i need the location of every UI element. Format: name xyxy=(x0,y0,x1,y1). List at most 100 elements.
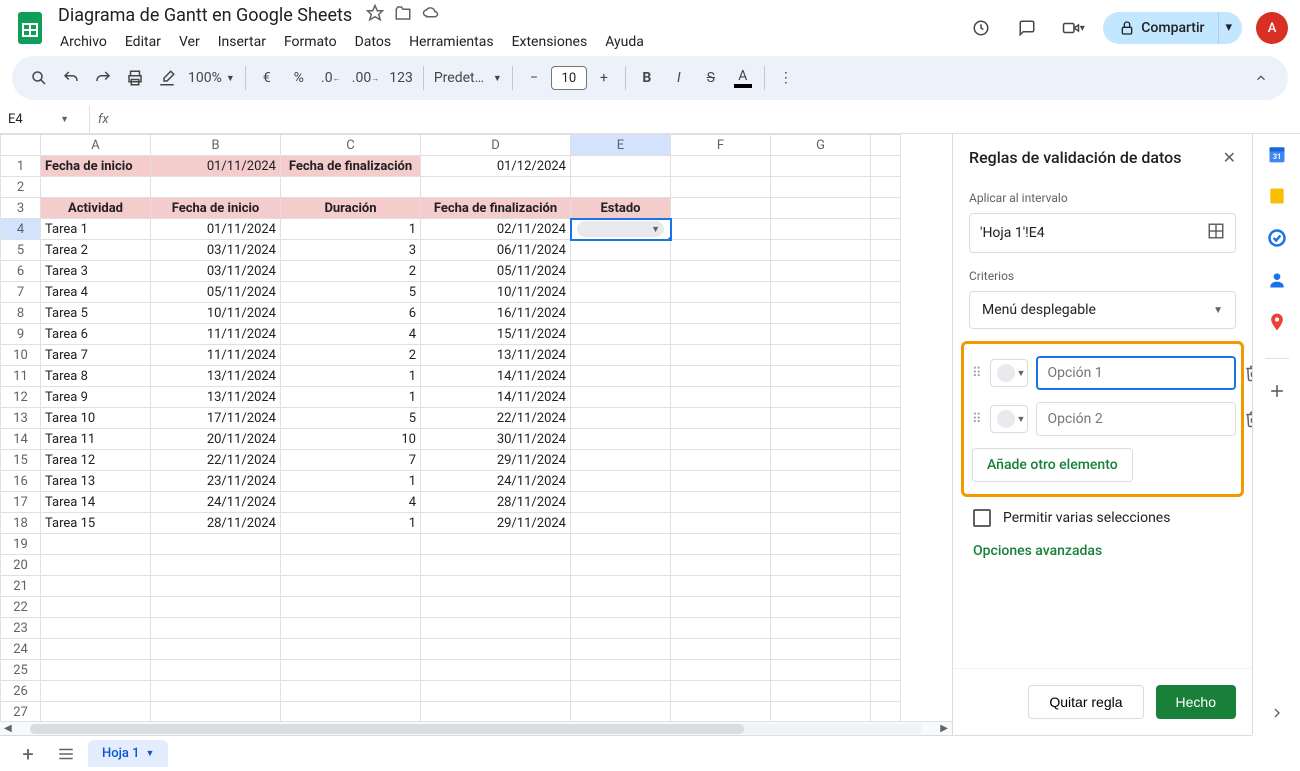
menu-editar[interactable]: Editar xyxy=(117,30,169,54)
increase-decimal-icon[interactable]: .00→ xyxy=(348,63,383,93)
currency-icon[interactable]: € xyxy=(252,63,282,93)
row-head-11[interactable]: 11 xyxy=(1,366,41,387)
font-size-increase[interactable]: + xyxy=(589,63,619,93)
row-head-5[interactable]: 5 xyxy=(1,240,41,261)
row-head-12[interactable]: 12 xyxy=(1,387,41,408)
drag-handle-icon[interactable]: ⠿ xyxy=(972,366,982,381)
option-input-2[interactable] xyxy=(1036,402,1236,436)
col-head-F[interactable]: F xyxy=(671,135,771,156)
row-head-9[interactable]: 9 xyxy=(1,324,41,345)
panel-title: Reglas de validación de datos xyxy=(969,148,1181,167)
font-size-decrease[interactable]: − xyxy=(519,63,549,93)
row-head-15[interactable]: 15 xyxy=(1,450,41,471)
italic-icon[interactable]: I xyxy=(664,63,694,93)
all-sheets-icon[interactable] xyxy=(50,738,82,770)
row-head-1[interactable]: 1 xyxy=(1,156,41,177)
tasks-rail-icon[interactable] xyxy=(1267,228,1287,252)
sheets-logo[interactable] xyxy=(12,10,48,46)
multi-select-label: Permitir varias selecciones xyxy=(1003,510,1170,526)
number-format-icon[interactable]: 123 xyxy=(385,63,417,93)
account-avatar[interactable]: A xyxy=(1256,12,1288,44)
menu-insertar[interactable]: Insertar xyxy=(210,30,274,54)
row-head-4[interactable]: 4 xyxy=(1,219,41,240)
contacts-rail-icon[interactable] xyxy=(1267,270,1287,294)
row-head-8[interactable]: 8 xyxy=(1,303,41,324)
star-icon[interactable] xyxy=(366,4,384,26)
grid-select-icon[interactable] xyxy=(1207,222,1225,244)
dropdown-chip[interactable]: ▼ xyxy=(577,221,664,237)
range-input[interactable]: 'Hoja 1'!E4 xyxy=(969,213,1236,253)
more-toolbar-icon[interactable]: ⋮ xyxy=(771,63,801,93)
col-head-C[interactable]: C xyxy=(281,135,421,156)
menu-herramientas[interactable]: Herramientas xyxy=(401,30,502,54)
share-dropdown[interactable]: ▾ xyxy=(1218,12,1242,44)
text-color-icon[interactable]: A xyxy=(728,63,758,93)
calendar-rail-icon[interactable]: 31 xyxy=(1267,144,1287,168)
criteria-select[interactable]: Menú desplegable ▼ xyxy=(969,291,1236,329)
redo-icon[interactable] xyxy=(88,63,118,93)
row-head-7[interactable]: 7 xyxy=(1,282,41,303)
option-color-button[interactable]: ▼ xyxy=(990,405,1029,433)
menu-formato[interactable]: Formato xyxy=(276,30,345,54)
row-head-6[interactable]: 6 xyxy=(1,261,41,282)
row-head-10[interactable]: 10 xyxy=(1,345,41,366)
add-option-button[interactable]: Añade otro elemento xyxy=(972,448,1133,482)
option-color-button[interactable]: ▼ xyxy=(990,359,1029,387)
row-head-14[interactable]: 14 xyxy=(1,429,41,450)
col-head-G[interactable]: G xyxy=(771,135,871,156)
meet-icon[interactable]: ▾ xyxy=(1057,12,1089,44)
drag-handle-icon[interactable]: ⠿ xyxy=(972,412,982,427)
menu-extensiones[interactable]: Extensiones xyxy=(504,30,596,54)
font-size-input[interactable]: 10 xyxy=(551,66,587,90)
zoom-select[interactable]: 100% ▼ xyxy=(184,63,239,93)
percent-icon[interactable]: % xyxy=(284,63,314,93)
menu-datos[interactable]: Datos xyxy=(347,30,399,54)
decrease-decimal-icon[interactable]: .0← xyxy=(316,63,346,93)
keep-rail-icon[interactable] xyxy=(1267,186,1287,210)
move-icon[interactable] xyxy=(394,4,412,26)
history-icon[interactable] xyxy=(965,12,997,44)
paint-format-icon[interactable] xyxy=(152,63,182,93)
rail-chevron-icon[interactable] xyxy=(1269,705,1285,725)
font-select[interactable]: Predet…▼ xyxy=(430,63,506,93)
sheet-tab[interactable]: Hoja 1 ▼ xyxy=(88,740,168,767)
close-panel-icon[interactable]: ✕ xyxy=(1223,148,1236,167)
collapse-toolbar-icon[interactable] xyxy=(1246,63,1276,93)
add-sheet-icon[interactable]: + xyxy=(12,738,44,770)
menu-ayuda[interactable]: Ayuda xyxy=(597,30,652,54)
remove-rule-button[interactable]: Quitar regla xyxy=(1028,685,1143,719)
horizontal-scrollbar[interactable]: ◀ ▶ xyxy=(0,721,952,735)
col-head-D[interactable]: D xyxy=(421,135,571,156)
multi-select-checkbox[interactable] xyxy=(973,509,991,527)
row-head-17[interactable]: 17 xyxy=(1,492,41,513)
delete-option-icon[interactable] xyxy=(1244,410,1252,428)
maps-rail-icon[interactable] xyxy=(1267,312,1287,336)
add-rail-icon[interactable] xyxy=(1267,381,1287,405)
search-icon[interactable] xyxy=(24,63,54,93)
print-icon[interactable] xyxy=(120,63,150,93)
cloud-icon[interactable] xyxy=(422,4,440,26)
strike-icon[interactable]: S xyxy=(696,63,726,93)
range-label: Aplicar al intervalo xyxy=(969,191,1236,205)
row-head-18[interactable]: 18 xyxy=(1,513,41,534)
share-button[interactable]: Compartir xyxy=(1103,12,1218,44)
col-head-E[interactable]: E xyxy=(571,135,671,156)
svg-text:31: 31 xyxy=(1272,152,1281,161)
option-input-1[interactable] xyxy=(1036,356,1236,390)
menu-archivo[interactable]: Archivo xyxy=(52,30,115,54)
options-highlight: ⠿ ▼ ⠿ ▼ Añade otro elemento xyxy=(961,341,1244,497)
comments-icon[interactable] xyxy=(1011,12,1043,44)
row-head-16[interactable]: 16 xyxy=(1,471,41,492)
menu-ver[interactable]: Ver xyxy=(171,30,208,54)
row-head-13[interactable]: 13 xyxy=(1,408,41,429)
col-head-A[interactable]: A xyxy=(41,135,151,156)
cell-E4[interactable]: ▼ xyxy=(571,219,671,240)
done-button[interactable]: Hecho xyxy=(1156,685,1236,719)
bold-icon[interactable]: B xyxy=(632,63,662,93)
col-head-B[interactable]: B xyxy=(151,135,281,156)
delete-option-icon[interactable] xyxy=(1244,364,1252,382)
doc-title[interactable]: Diagrama de Gantt en Google Sheets xyxy=(52,3,358,28)
undo-icon[interactable] xyxy=(56,63,86,93)
name-box[interactable]: E4▼ xyxy=(0,106,90,133)
advanced-options-link[interactable]: Opciones avanzadas xyxy=(973,543,1236,559)
